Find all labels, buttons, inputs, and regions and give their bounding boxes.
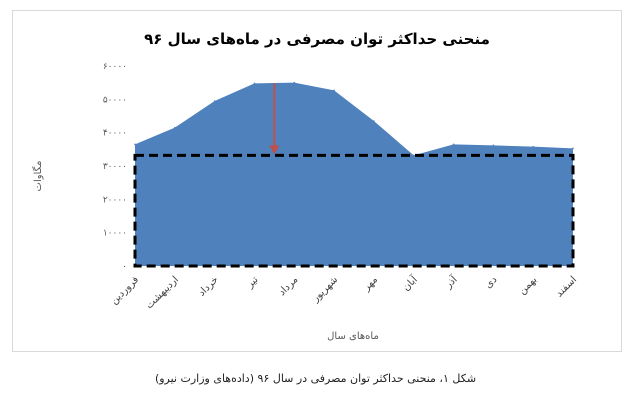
x-category-label-2: اردیبهشت	[144, 274, 181, 311]
chart-title: منحنی حداکثر توان مصرفی در ماه‌های سال ۹…	[144, 30, 490, 48]
data-point-8	[412, 154, 415, 157]
x-category-label-3: خرداد	[196, 274, 220, 298]
data-point-4	[253, 82, 256, 85]
dashed-base-rectangle	[133, 153, 575, 268]
x-category-label-4: تیر	[244, 274, 261, 291]
x-category-label-7: مهر	[361, 274, 380, 293]
chart-frame: منحنی حداکثر توان مصرفی در ماه‌های سال ۹…	[12, 10, 622, 352]
x-category-label-6: شهریور	[310, 274, 341, 305]
x-category-label-1: فروردین	[109, 274, 142, 307]
area-series	[135, 82, 573, 267]
y-tick-label-2: ۲۰۰۰۰	[103, 195, 127, 205]
x-category-label-10: دی	[483, 274, 499, 290]
y-axis-title: مگاوات	[32, 161, 44, 192]
figure-caption: شکل ۱، منحنی حداکثر توان مصرفی در سال ۹۶…	[154, 372, 477, 385]
y-tick-label-0: ۰	[122, 262, 127, 272]
y-tick-label-5: ۵۰۰۰۰	[103, 95, 127, 105]
y-tick-label-4: ۴۰۰۰۰	[103, 129, 127, 139]
data-point-9	[452, 143, 455, 146]
x-axis-title: ماه‌های سال	[327, 331, 379, 342]
data-point-2	[174, 126, 176, 129]
x-category-label-5: مرداد	[277, 274, 301, 298]
x-category-label-8: آبان	[399, 272, 420, 293]
x-category-label-11: بهمن	[517, 274, 539, 296]
y-tick-label-1: ۱۰۰۰۰	[103, 229, 127, 239]
data-point-11	[532, 145, 534, 148]
y-tick-layer: ۰ ۱۰۰۰۰ ۲۰۰۰۰ ۳۰۰۰۰ ۴۰۰۰۰ ۵۰۰۰۰ ۶۰۰۰۰	[103, 62, 127, 272]
data-point-3	[213, 100, 216, 102]
data-point-7	[373, 120, 375, 122]
arrow-head	[269, 145, 280, 155]
y-tick-label-3: ۳۰۰۰۰	[103, 162, 127, 172]
data-point-10	[492, 144, 495, 147]
data-point-1	[134, 143, 136, 146]
area-layer	[134, 81, 574, 267]
chart-svg: منحنی حداکثر توان مصرفی در ماه‌های سال ۹…	[32, 30, 579, 342]
x-category-label-12: اسفند	[554, 274, 579, 299]
y-tick-label-6: ۶۰۰۰۰	[103, 62, 127, 72]
data-point-6	[333, 89, 335, 92]
x-category-label-9: آذر	[441, 272, 460, 291]
data-point-5	[293, 81, 296, 84]
data-point-12	[572, 147, 574, 150]
x-category-layer: فروردین اردیبهشت خرداد تیر مرداد شهریور مهر آبا…	[109, 272, 579, 311]
annotation-layer	[133, 83, 575, 268]
